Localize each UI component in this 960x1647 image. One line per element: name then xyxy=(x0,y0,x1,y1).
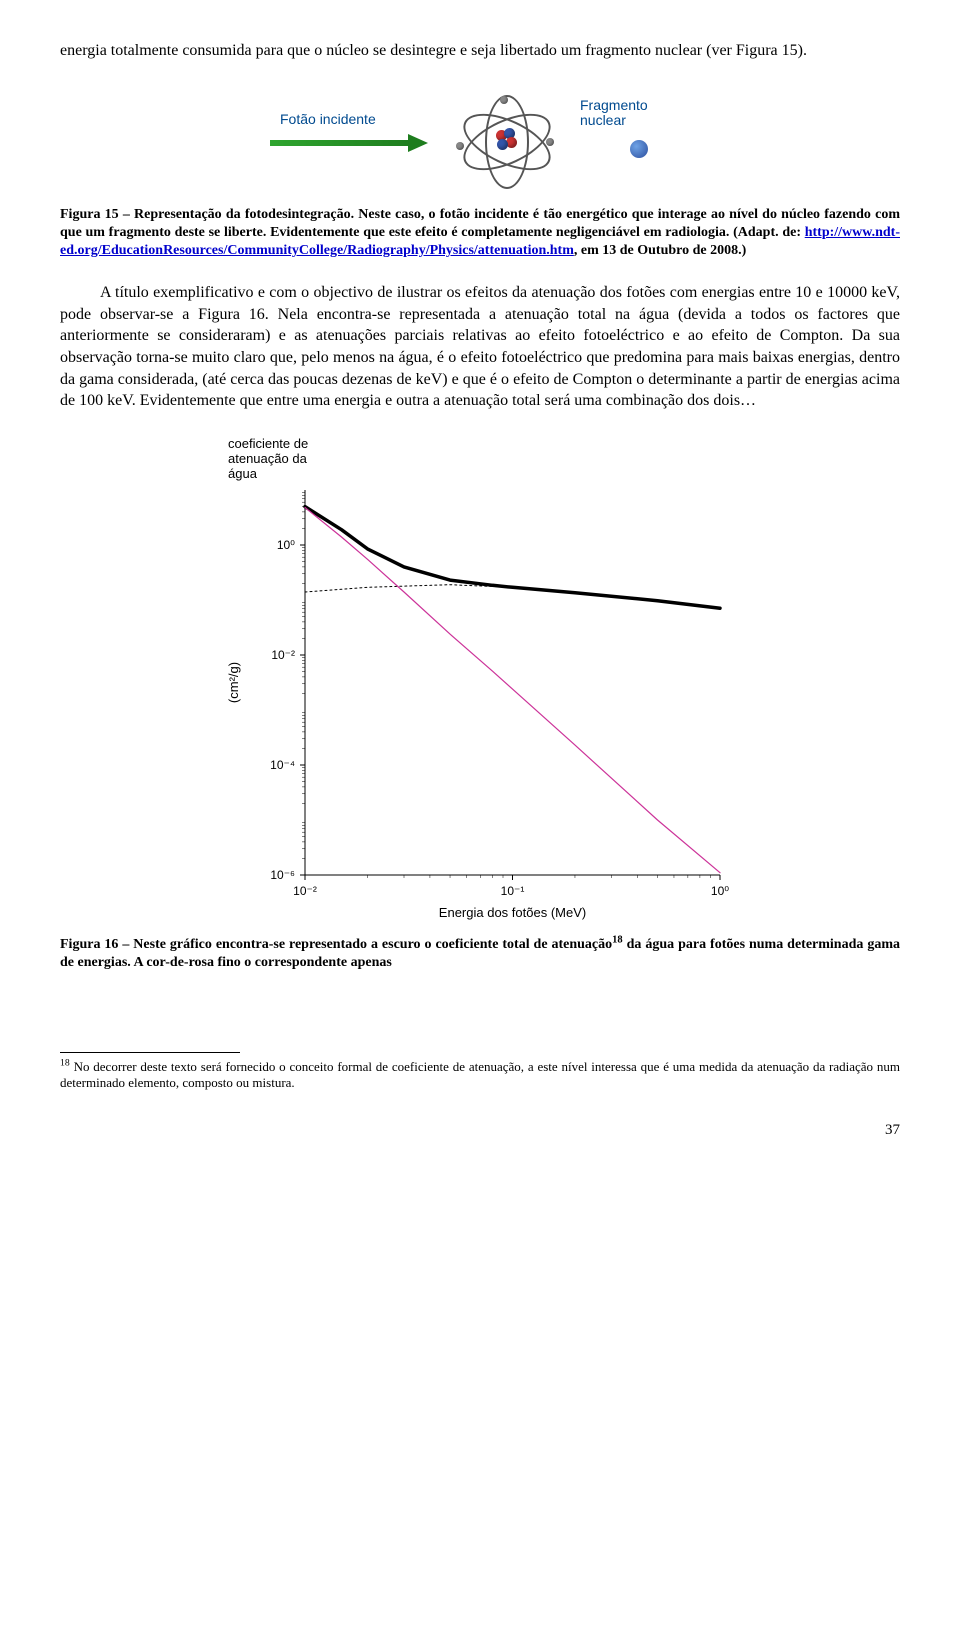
footnote-18: 18 No decorrer deste texto será fornecid… xyxy=(60,1059,900,1092)
footnote-text: No decorrer deste texto será fornecido o… xyxy=(60,1059,900,1090)
figure-16-caption: Figura 16 – Neste gráfico encontra-se re… xyxy=(60,936,900,972)
figure-16: 10⁻⁶ 10⁻⁴ 10⁻² 10⁰ 10⁻² 10⁻¹ 10⁰ coeficiente de… xyxy=(60,430,900,972)
svg-text:10⁰: 10⁰ xyxy=(711,884,729,898)
caption-text: Figura 15 – Representação da fotodesinte… xyxy=(60,207,900,240)
svg-text:10⁻²: 10⁻² xyxy=(271,648,295,662)
fragment-icon xyxy=(630,140,648,158)
svg-text:água: água xyxy=(228,466,258,481)
svg-text:10⁰: 10⁰ xyxy=(277,538,295,552)
figure-15: Fotão incidente Fragmento nuclea xyxy=(60,80,900,261)
svg-text:atenuação da: atenuação da xyxy=(228,451,308,466)
photon-arrow-icon xyxy=(270,136,430,150)
svg-text:Energia dos fotões (MeV): Energia dos fotões (MeV) xyxy=(439,905,586,920)
caption-text: Figura 16 – Neste gráfico encontra-se re… xyxy=(60,937,612,952)
nuclear-fragment-label: Fragmento nuclear xyxy=(580,98,690,129)
svg-text:coeficiente de: coeficiente de xyxy=(228,436,308,451)
caption-suffix: , em 13 de Outubro de 2008.) xyxy=(574,243,746,258)
incident-photon-label: Fotão incidente xyxy=(280,110,376,129)
footnote-ref: 18 xyxy=(612,934,623,945)
svg-text:10⁻¹: 10⁻¹ xyxy=(501,884,525,898)
footnote-number: 18 xyxy=(60,1058,70,1069)
figure-15-caption: Figura 15 – Representação da fotodesinte… xyxy=(60,206,900,261)
page-number: 37 xyxy=(60,1120,900,1140)
atom-icon xyxy=(450,90,560,190)
svg-text:10⁻²: 10⁻² xyxy=(293,884,317,898)
main-paragraph: A título exemplificativo e com o objecti… xyxy=(60,282,900,412)
svg-text:(cm²/g): (cm²/g) xyxy=(226,662,241,703)
footnote-separator xyxy=(60,1052,240,1053)
svg-text:10⁻⁴: 10⁻⁴ xyxy=(270,758,295,772)
attenuation-chart: 10⁻⁶ 10⁻⁴ 10⁻² 10⁰ 10⁻² 10⁻¹ 10⁰ coeficiente de… xyxy=(220,430,740,930)
intro-paragraph: energia totalmente consumida para que o … xyxy=(60,40,900,62)
photodisintegration-diagram: Fotão incidente Fragmento nuclea xyxy=(270,80,690,200)
svg-text:10⁻⁶: 10⁻⁶ xyxy=(270,868,295,882)
